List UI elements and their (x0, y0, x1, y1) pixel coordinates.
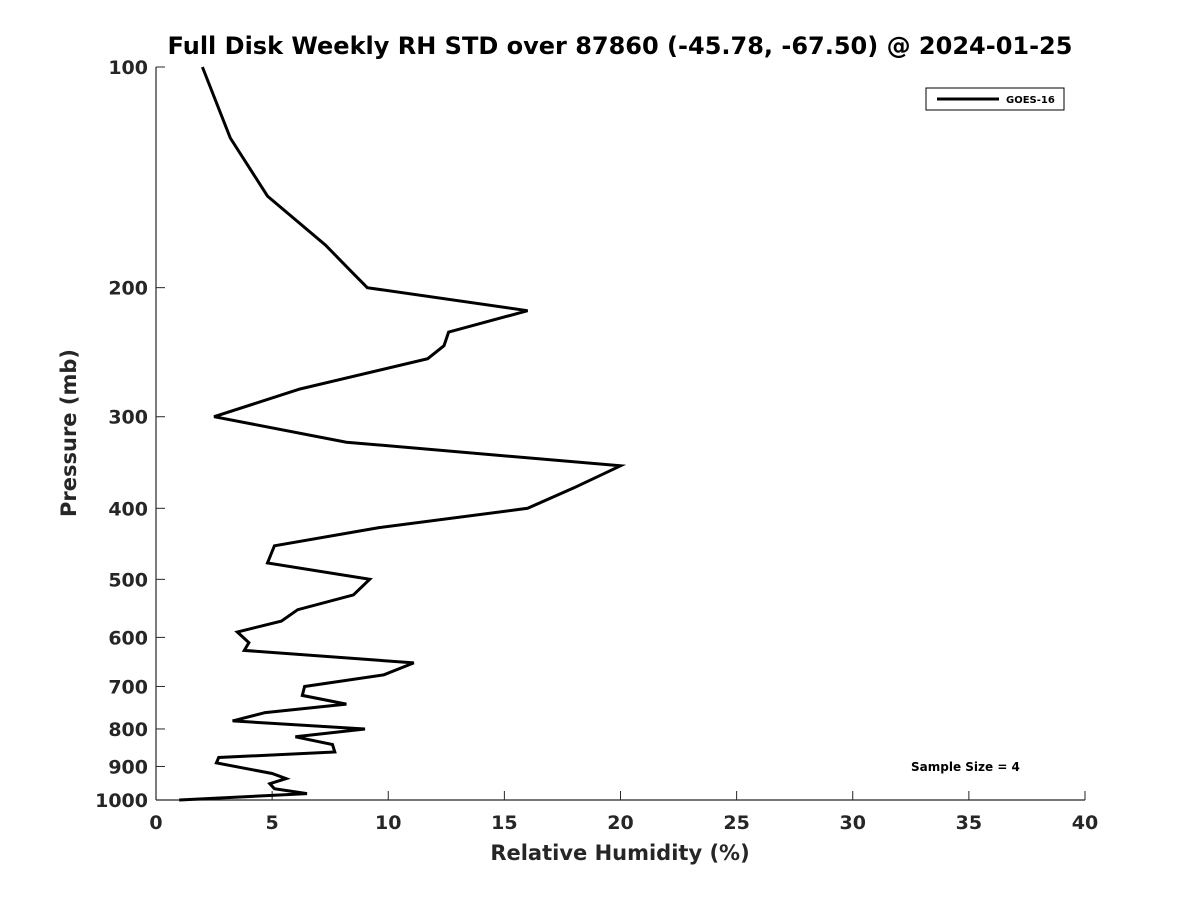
y-axis-label: Pressure (mb) (57, 349, 81, 517)
x-tick-label: 35 (956, 812, 982, 834)
series-line-goes-16 (179, 67, 620, 800)
x-tick-label: 25 (723, 812, 749, 834)
legend: GOES-16 (926, 88, 1064, 110)
x-tick-label: 30 (840, 812, 866, 834)
y-tick-label: 700 (108, 676, 148, 698)
legend-label-goes-16: GOES-16 (1006, 95, 1055, 106)
x-axis-label: Relative Humidity (%) (490, 841, 749, 865)
series-group (179, 67, 621, 800)
y-tick-label: 100 (108, 57, 148, 79)
x-tick-label: 10 (375, 812, 401, 834)
y-tick-label: 500 (108, 569, 148, 591)
y-tick-label: 900 (108, 756, 148, 778)
y-tick-label: 200 (108, 278, 148, 300)
y-tick-label: 400 (108, 498, 148, 520)
sample-size-annotation: Sample Size = 4 (911, 760, 1020, 774)
x-tick-label: 15 (491, 812, 517, 834)
x-tick-label: 0 (149, 812, 162, 834)
x-tick-label: 20 (607, 812, 633, 834)
y-tick-label: 300 (108, 407, 148, 429)
x-tick-label: 40 (1072, 812, 1098, 834)
chart-title: Full Disk Weekly RH STD over 87860 (-45.… (168, 32, 1073, 60)
y-tick-label: 1000 (95, 790, 148, 812)
y-tick-label: 800 (108, 719, 148, 741)
x-tick-label: 5 (266, 812, 279, 834)
y-tick-label: 600 (108, 627, 148, 649)
